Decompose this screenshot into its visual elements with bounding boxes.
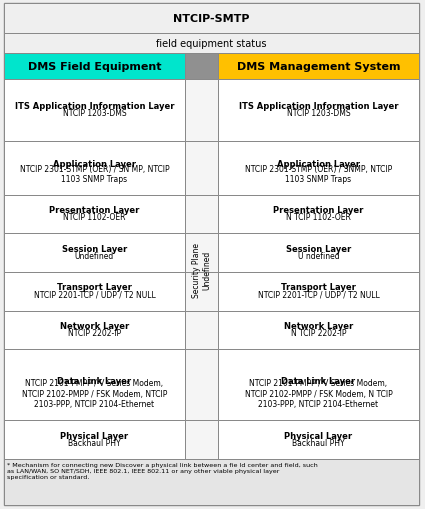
Bar [4,80,185,142]
Bar [218,311,419,350]
Text: NTCIP-SMTP: NTCIP-SMTP [173,14,250,24]
Bar [185,54,218,80]
Text: Presentation Layer: Presentation Layer [49,206,140,215]
Text: Transport Layer: Transport Layer [281,282,356,292]
Bar [218,54,419,80]
Bar [185,311,218,350]
Bar [4,234,185,272]
Text: Transport Layer: Transport Layer [57,282,132,292]
Text: NTCIP 2101-PMPP / V Series Modem,
NTCIP 2102-PMPP / FSK Modem, NTCIP
2103-PPP, N: NTCIP 2101-PMPP / V Series Modem, NTCIP … [22,378,167,408]
Bar [185,350,218,420]
Text: Data Link Layer: Data Link Layer [281,376,356,385]
Bar [4,142,185,195]
Text: N TCIP 2202-IP: N TCIP 2202-IP [291,328,346,337]
Text: ITS Application Information Layer: ITS Application Information Layer [15,102,174,111]
Text: DMS Field Equipment: DMS Field Equipment [28,62,161,72]
Text: Session Layer: Session Layer [62,244,127,253]
Bar [185,195,218,234]
Bar [4,195,185,234]
Bar [218,195,419,234]
Text: Application Layer: Application Layer [53,160,136,168]
Bar [185,234,218,272]
Text: NTCIP 1203-DMS: NTCIP 1203-DMS [287,109,350,118]
Bar [4,350,185,420]
Bar [4,272,185,311]
Text: NTCIP 2201-TCP / UDP / T2 NULL: NTCIP 2201-TCP / UDP / T2 NULL [34,290,156,299]
Text: NTCIP 1203-DMS: NTCIP 1203-DMS [62,109,126,118]
Text: Backhaul PHY: Backhaul PHY [292,438,345,447]
Text: U ndefined: U ndefined [298,251,339,261]
Bar [4,459,419,505]
Text: ITS Application Information Layer: ITS Application Information Layer [239,102,398,111]
Text: field equipment status: field equipment status [156,39,267,49]
Text: Data Link Layer: Data Link Layer [57,376,132,385]
Bar [4,420,185,459]
Bar [4,4,419,34]
Bar [185,272,218,311]
Text: * Mechanism for connecting new Discover a physical link between a fie ld center : * Mechanism for connecting new Discover … [7,462,318,478]
Text: Session Layer: Session Layer [286,244,351,253]
Text: NTCIP 2202-IP: NTCIP 2202-IP [68,328,121,337]
Text: NTCIP 2201-TCP / UDP / T2 NULL: NTCIP 2201-TCP / UDP / T2 NULL [258,290,380,299]
Bar [218,234,419,272]
Text: Presentation Layer: Presentation Layer [273,206,364,215]
Text: NTCIP 2301-STMP (OER) / SNMP, NTCIP
1103 SNMP Traps: NTCIP 2301-STMP (OER) / SNMP, NTCIP 1103… [245,164,392,184]
Bar [218,80,419,142]
Bar [4,54,185,80]
Text: Network Layer: Network Layer [284,321,353,330]
Text: Network Layer: Network Layer [60,321,129,330]
Text: DMS Management System: DMS Management System [237,62,400,72]
Text: NTCIP 1102-OER: NTCIP 1102-OER [63,213,126,222]
Text: Physical Layer: Physical Layer [60,431,128,440]
Bar [185,142,218,195]
Text: NTCIP 2101-PMPP / V Series Modem,
NTCIP 2102-PMPP / FSK Modem, N TCIP
2103-PPP, : NTCIP 2101-PMPP / V Series Modem, NTCIP … [245,378,392,408]
Text: Undefined: Undefined [75,251,114,261]
Text: Physical Layer: Physical Layer [284,431,353,440]
Bar [218,420,419,459]
Bar [218,142,419,195]
Bar [185,80,218,142]
Text: Backhaul PHY: Backhaul PHY [68,438,121,447]
Text: Application Layer: Application Layer [277,160,360,168]
Bar [218,350,419,420]
Bar [218,272,419,311]
Bar [4,311,185,350]
Text: N TCIP 1102-OER: N TCIP 1102-OER [286,213,351,222]
Text: NTCIP 2301-STMP (OER) / SN MP, NTCIP
1103 SNMP Traps: NTCIP 2301-STMP (OER) / SN MP, NTCIP 110… [20,164,169,184]
Bar [4,34,419,54]
Bar [185,420,218,459]
Text: Security Plane
Undefined: Security Plane Undefined [192,242,211,297]
